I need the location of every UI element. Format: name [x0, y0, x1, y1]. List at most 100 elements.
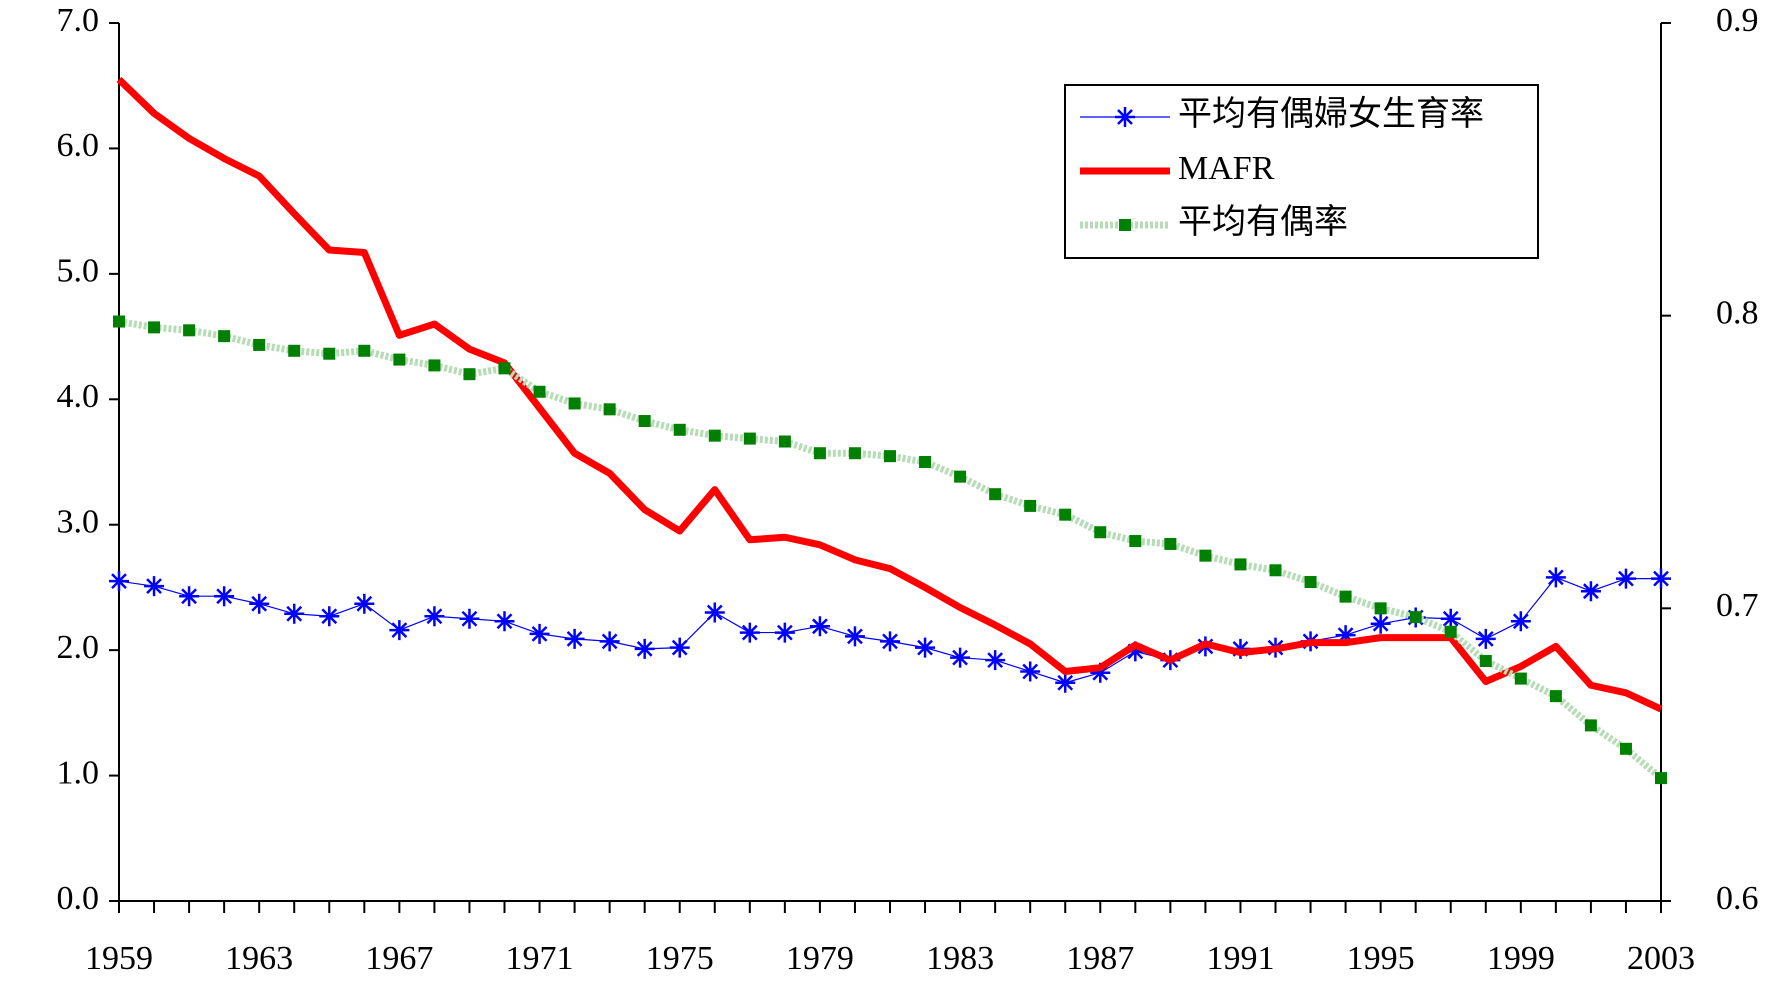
square-marker: [954, 470, 967, 483]
square-marker: [533, 385, 546, 398]
square-marker: [848, 447, 861, 460]
y2-tick-label: 0.9: [1716, 2, 1759, 39]
square-marker: [1269, 564, 1282, 577]
series-line: [118, 318, 1664, 781]
square-marker: [778, 435, 791, 448]
square-marker: [1549, 690, 1562, 703]
square-marker: [1199, 549, 1212, 562]
star-marker: [1020, 661, 1041, 682]
y-tick-label: 3.0: [57, 504, 100, 541]
square-marker: [1304, 575, 1317, 588]
star-marker: [915, 637, 936, 658]
x-tick-label: 1963: [225, 940, 293, 977]
star-marker: [634, 638, 655, 659]
star-marker: [494, 611, 515, 632]
square-marker: [358, 344, 371, 357]
square-marker: [1339, 590, 1352, 603]
star-marker: [950, 647, 971, 668]
y-tick-label: 2.0: [57, 629, 100, 666]
square-marker: [1024, 499, 1037, 512]
square-marker: [1409, 611, 1422, 624]
square-marker: [1234, 558, 1247, 571]
square-marker: [1129, 535, 1142, 548]
square-marker: [498, 362, 511, 375]
y-tick-label: 7.0: [57, 2, 100, 39]
square-marker: [743, 432, 756, 445]
star-marker: [1651, 568, 1671, 589]
star-marker: [1510, 611, 1531, 632]
star-marker: [389, 620, 410, 641]
x-tick-label: 1983: [926, 940, 994, 977]
square-marker: [1479, 655, 1492, 668]
star-marker: [1055, 672, 1076, 693]
star-marker: [529, 623, 550, 644]
star-marker: [459, 608, 480, 629]
star-marker: [1335, 625, 1356, 646]
star-marker: [564, 628, 585, 649]
star-marker: [809, 616, 830, 637]
star-marker: [1370, 613, 1391, 634]
y2-tick-label: 0.7: [1716, 587, 1759, 624]
star-marker: [249, 593, 270, 614]
y2-tick-label: 0.6: [1716, 880, 1759, 917]
square-marker: [1374, 602, 1387, 615]
x-tick-label: 1975: [646, 940, 714, 977]
star-marker: [144, 576, 165, 597]
square-marker: [183, 324, 196, 337]
square-marker: [919, 456, 932, 468]
x-tick-label: 1999: [1487, 940, 1555, 977]
square-marker: [638, 415, 651, 428]
star-marker: [704, 602, 725, 623]
y-tick-label: 6.0: [57, 127, 100, 164]
square-marker: [253, 338, 266, 351]
star-marker: [880, 631, 900, 652]
x-tick-label: 1967: [365, 940, 433, 977]
square-marker: [113, 315, 125, 328]
y-tick-label: 4.0: [57, 378, 100, 415]
x-tick-label: 1991: [1206, 940, 1274, 977]
star-marker: [179, 586, 200, 607]
square-marker: [323, 347, 336, 360]
star-marker: [774, 622, 795, 643]
square-marker: [673, 423, 686, 436]
y-tick-label: 1.0: [57, 754, 100, 791]
star-marker: [354, 593, 375, 614]
series-line: [118, 576, 1661, 684]
square-marker: [989, 488, 1002, 501]
y-tick-label: 5.0: [57, 253, 100, 290]
x-tick-label: 1987: [1066, 940, 1134, 977]
star-marker: [1580, 581, 1601, 602]
x-tick-label: 1959: [85, 940, 153, 977]
square-marker: [884, 450, 896, 463]
square-marker: [1514, 672, 1527, 685]
star-marker: [985, 650, 1006, 671]
star-marker: [739, 622, 760, 643]
legend-label: 平均有偶率: [1178, 203, 1348, 241]
star-marker: [214, 586, 235, 607]
legend: 平均有偶婦女生育率 MAFR 平均有偶率: [1064, 84, 1539, 259]
x-tick-label: 2003: [1627, 940, 1695, 977]
legend-label: MAFR: [1178, 150, 1275, 187]
square-marker: [288, 344, 301, 357]
square-marker: [1655, 772, 1667, 785]
square-marker: [1164, 537, 1177, 550]
square-marker: [1094, 526, 1107, 539]
star-marker: [669, 637, 690, 658]
y-tick-label: 0.0: [57, 880, 100, 917]
square-marker: [463, 368, 476, 381]
square-marker: [1059, 508, 1072, 521]
square-marker: [708, 429, 721, 442]
star-marker: [844, 626, 865, 647]
square-marker: [148, 321, 161, 334]
star-marker: [1545, 567, 1566, 588]
star-marker: [1615, 568, 1636, 589]
series: [116, 76, 1663, 713]
square-marker: [218, 330, 231, 343]
star-marker: [424, 606, 445, 627]
x-tick-label: 1979: [786, 940, 854, 977]
square-marker: [1584, 719, 1597, 732]
square-marker: [1619, 742, 1632, 755]
square-marker: [603, 403, 616, 416]
y2-tick-label: 0.8: [1716, 294, 1759, 331]
